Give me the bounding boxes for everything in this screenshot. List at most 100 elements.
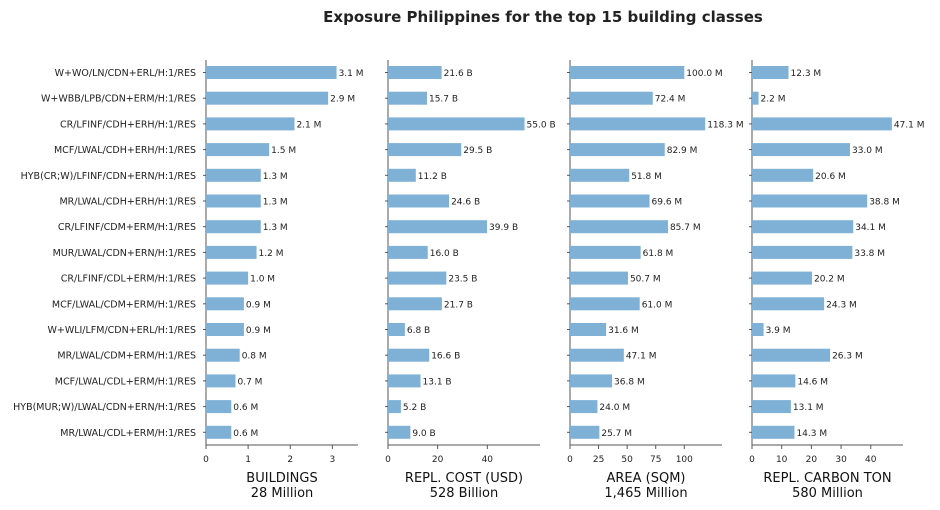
bar: [570, 323, 607, 336]
bar: [570, 425, 600, 439]
data-label: 1.3 M: [263, 223, 288, 233]
data-label: 38.8 M: [869, 198, 900, 208]
data-label: 33.0 M: [852, 146, 883, 156]
data-label: 21.7 B: [444, 300, 473, 310]
data-label: 24.0 M: [599, 403, 630, 413]
bar: [388, 220, 488, 234]
bar: [570, 271, 628, 285]
x-tick-label: 0: [749, 455, 755, 465]
bar: [752, 143, 850, 157]
x-tick-label: 100: [676, 455, 693, 465]
x-tick-label: 40: [865, 455, 877, 465]
bar: [206, 297, 244, 311]
data-label: 20.6 M: [815, 172, 846, 182]
data-label: 23.5 B: [448, 275, 477, 285]
x-axis-label: AREA (SQM): [606, 471, 685, 486]
data-label: 24.3 M: [826, 300, 857, 310]
bar: [206, 425, 232, 439]
data-label: 1.5 M: [271, 146, 296, 156]
x-tick-label: 10: [776, 455, 788, 465]
category-label: HYB(MUR;W)/LWAL/CDN+ERN/H:1/RES: [13, 402, 196, 413]
chart-title: Exposure Philippines for the top 15 buil…: [323, 8, 763, 26]
bar: [570, 117, 706, 131]
bar: [388, 117, 525, 131]
category-label: CR/LFINF/CDH+ERH/H:1/RES: [60, 119, 196, 130]
category-label: HYB(CR;W)/LFINF/CDN+ERN/H:1/RES: [21, 171, 196, 182]
data-label: 1.0 M: [250, 275, 275, 285]
data-label: 0.6 M: [233, 429, 258, 439]
x-tick-label: 20: [432, 455, 444, 465]
x-tick-label: 2: [287, 455, 293, 465]
bar: [752, 168, 814, 182]
data-label: 72.4 M: [655, 95, 686, 105]
bar: [388, 374, 421, 388]
bar: [752, 117, 892, 131]
data-label: 14.6 M: [797, 377, 828, 387]
bar: [752, 220, 854, 234]
bar: [388, 194, 450, 208]
data-label: 13.1 M: [793, 403, 824, 413]
data-label: 34.1 M: [855, 223, 886, 233]
bar: [570, 374, 613, 388]
data-label: 100.0 M: [686, 69, 722, 79]
bar: [388, 66, 442, 79]
bar: [570, 143, 665, 157]
panel-2: 21.6 B 15.7 B 55.0 B 29.5 B 11.2 B 24.6 B 39.9…: [385, 60, 556, 501]
x-tick-label: 0: [567, 455, 573, 465]
panel-4: 12.3 M 2.2 M 47.1 M 33.0 M 20.6 M 38.8 M 34.1 …: [749, 60, 925, 501]
bar: [388, 323, 405, 336]
chart-panels: 3.1 M 2.9 M 2.1 M 1.5 M 1.3 M 1.3 M 1.3 M 1.2 M…: [203, 60, 925, 501]
bar: [206, 348, 240, 362]
data-label: 33.8 M: [854, 249, 885, 259]
bar: [206, 143, 270, 157]
bar: [752, 271, 812, 285]
bar: [570, 91, 653, 105]
x-axis-total: 28 Million: [251, 486, 314, 501]
x-tick-label: 0: [385, 455, 391, 465]
data-label: 16.6 B: [431, 352, 460, 362]
data-label: 50.7 M: [630, 275, 661, 285]
bar: [206, 91, 329, 105]
bar: [388, 271, 447, 285]
data-label: 2.9 M: [330, 95, 355, 105]
data-label: 16.0 B: [430, 249, 459, 259]
data-label: 9.0 B: [412, 429, 435, 439]
bar: [752, 425, 795, 439]
data-label: 47.1 M: [894, 120, 925, 130]
data-label: 31.6 M: [608, 326, 639, 336]
data-label: 51.8 M: [631, 172, 662, 182]
bar: [206, 168, 261, 182]
x-tick-label: 25: [593, 455, 604, 465]
data-label: 118.3 M: [707, 120, 743, 130]
data-label: 3.1 M: [339, 69, 364, 79]
data-label: 13.1 B: [423, 377, 452, 387]
bar: [570, 220, 668, 234]
category-label: W+WBB/LPB/CDN+ERM/H:1/RES: [41, 94, 196, 105]
bar: [388, 245, 428, 259]
data-label: 1.3 M: [263, 198, 288, 208]
data-label: 47.1 M: [626, 352, 657, 362]
x-tick-label: 40: [482, 455, 494, 465]
x-tick-label: 20: [806, 455, 818, 465]
x-tick-label: 0: [203, 455, 209, 465]
x-axis-total: 580 Million: [792, 486, 863, 501]
bar: [206, 271, 249, 285]
data-label: 39.9 B: [489, 223, 518, 233]
x-tick-label: 50: [621, 455, 633, 465]
bar: [752, 91, 759, 105]
data-label: 2.1 M: [296, 120, 321, 130]
data-label: 5.2 B: [403, 403, 426, 413]
x-axis-label: REPL. CARBON TON: [763, 471, 891, 486]
data-label: 61.0 M: [642, 300, 673, 310]
category-label: MCF/LWAL/CDL+ERM/H:1/RES: [55, 376, 196, 387]
bar: [388, 168, 416, 182]
bar: [206, 117, 295, 131]
x-tick-label: 30: [835, 455, 847, 465]
data-label: 24.6 B: [451, 198, 480, 208]
bar: [206, 323, 244, 336]
bar: [752, 400, 791, 414]
data-label: 85.7 M: [670, 223, 701, 233]
category-label: CR/LFINF/CDM+ERM/H:1/RES: [58, 222, 196, 233]
data-label: 1.2 M: [259, 249, 284, 259]
